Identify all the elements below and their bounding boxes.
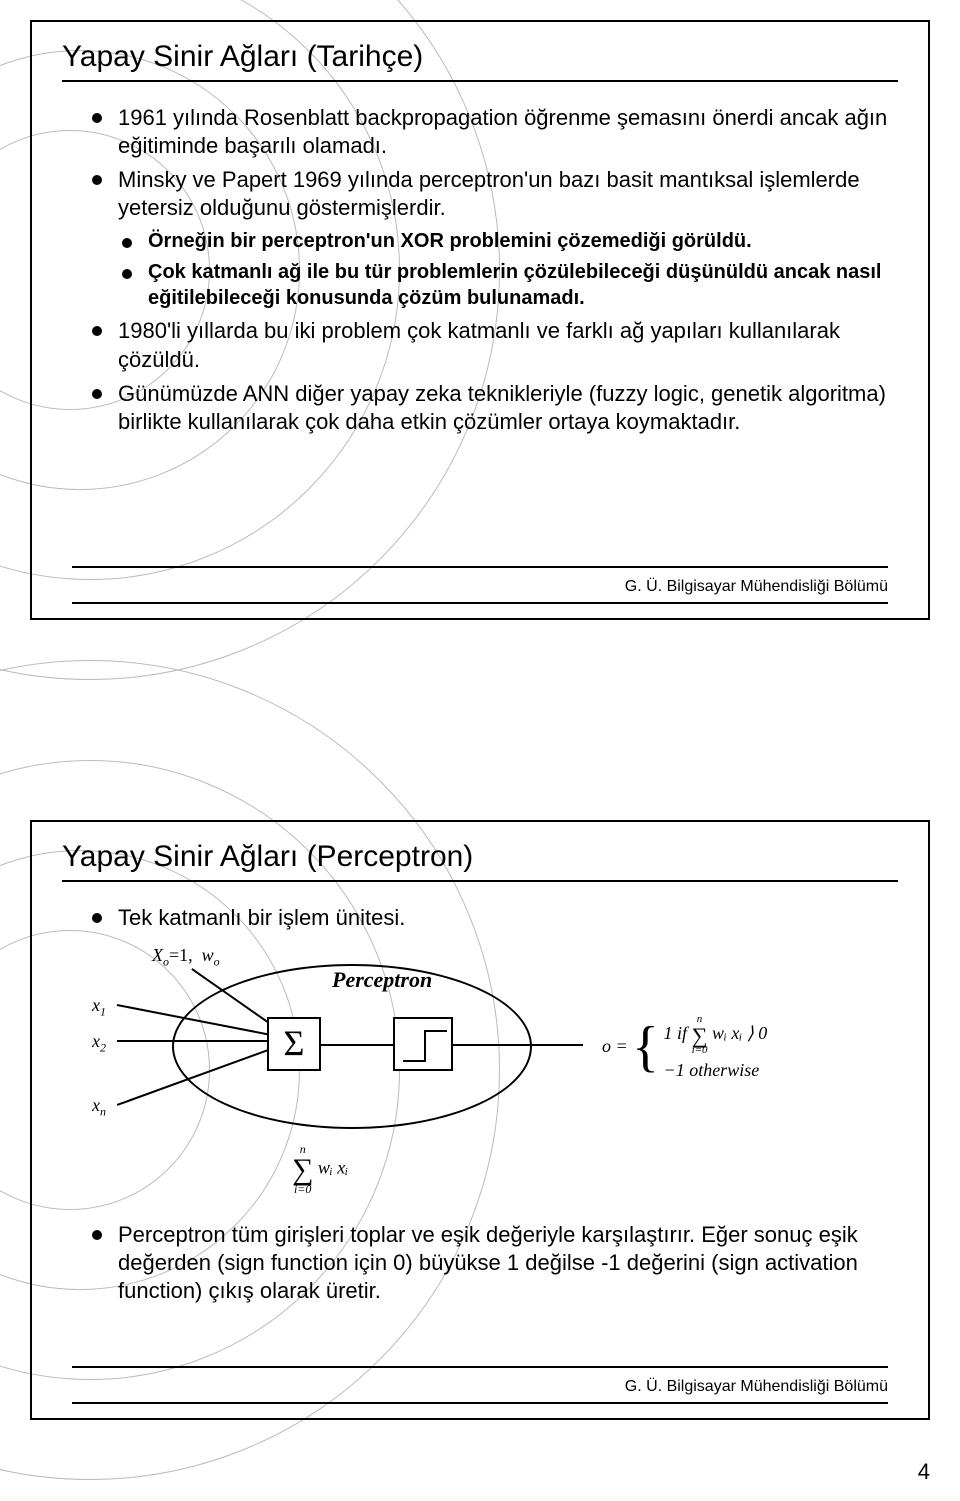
t: wᵢ xᵢ ⟩ 0 bbox=[712, 1023, 767, 1043]
footer-rule bbox=[72, 566, 888, 568]
title-underline bbox=[62, 880, 898, 882]
t: x bbox=[92, 1095, 100, 1115]
sub-bullet: Örneğin bir perceptron'un XOR problemini… bbox=[122, 229, 888, 255]
t: o = bbox=[602, 1036, 628, 1056]
label-x2: x2 bbox=[92, 1030, 106, 1056]
footer-rule bbox=[72, 602, 888, 604]
page-number: 4 bbox=[918, 1459, 930, 1485]
label-perceptron: Perceptron bbox=[332, 966, 432, 994]
slide-history: Yapay Sinir Ağları (Tarihçe) 1961 yılınd… bbox=[30, 20, 930, 620]
sub-bullet: Çok katmanlı ağ ile bu tür problemlerin … bbox=[122, 260, 888, 311]
slide-title-wrap: Yapay Sinir Ağları (Tarihçe) bbox=[32, 22, 928, 90]
slide-perceptron: Yapay Sinir Ağları (Perceptron) Tek katm… bbox=[30, 820, 930, 1420]
footer-rule bbox=[72, 1366, 888, 1368]
footer-rule bbox=[72, 1402, 888, 1404]
output-formula: o = { 1 if n ∑ i=0 wᵢ xᵢ ⟩ 0 −1 otherwis… bbox=[602, 1012, 767, 1083]
text: =1, bbox=[169, 945, 193, 965]
bullet: 1980'li yıllarda bu iki problem çok katm… bbox=[92, 317, 888, 373]
t: wᵢ xᵢ bbox=[318, 1158, 348, 1178]
text: w bbox=[202, 945, 214, 965]
t: −1 otherwise bbox=[664, 1058, 768, 1083]
edge bbox=[453, 1044, 583, 1046]
t: i=0 bbox=[292, 1182, 313, 1197]
bullet: Günümüzde ANN diğer yapay zeka teknikler… bbox=[92, 380, 888, 436]
bullet: 1961 yılında Rosenblatt backpropagation … bbox=[92, 104, 888, 160]
text: X bbox=[152, 945, 163, 965]
bullet: Minsky ve Papert 1969 yılında perceptron… bbox=[92, 166, 888, 222]
footer-text: G. Ü. Bilgisayar Mühendisliği Bölümü bbox=[625, 1378, 888, 1396]
slide-title: Yapay Sinir Ağları (Tarihçe) bbox=[62, 40, 898, 74]
edge bbox=[321, 1044, 393, 1046]
t: 1 if bbox=[664, 1023, 692, 1043]
step-box bbox=[393, 1017, 453, 1071]
t: n bbox=[100, 1105, 106, 1119]
sum-expression: n ∑ i=0 wᵢ xᵢ bbox=[292, 1142, 348, 1197]
slide-content: Tek katmanlı bir işlem ünitesi. Xo =1, w o… bbox=[32, 890, 928, 1306]
bullet: Perceptron tüm girişleri toplar ve eşik … bbox=[92, 1221, 888, 1305]
footer-text: G. Ü. Bilgisayar Mühendisliği Bölümü bbox=[625, 578, 888, 596]
t: i=0 bbox=[692, 1043, 708, 1058]
title-underline bbox=[62, 80, 898, 82]
t: 2 bbox=[100, 1041, 106, 1055]
label-x0: Xo=1, wo bbox=[152, 944, 220, 970]
label-xn: xn bbox=[92, 1094, 106, 1120]
label-x1: x1 bbox=[92, 994, 106, 1020]
slide-title-wrap: Yapay Sinir Ağları (Perceptron) bbox=[32, 822, 928, 890]
step-icon bbox=[395, 1019, 455, 1073]
t: x bbox=[92, 1031, 100, 1051]
bullet: Tek katmanlı bir işlem ünitesi. bbox=[92, 904, 888, 932]
sum-box: Σ bbox=[267, 1017, 321, 1071]
perceptron-diagram: Xo=1, wo x1 x2 xn Perceptron Σ bbox=[92, 942, 892, 1207]
text: o bbox=[214, 955, 220, 969]
t: x bbox=[92, 995, 100, 1015]
slide-content: 1961 yılında Rosenblatt backpropagation … bbox=[32, 90, 928, 436]
slide-title: Yapay Sinir Ağları (Perceptron) bbox=[62, 840, 898, 874]
t: 1 bbox=[100, 1005, 106, 1019]
